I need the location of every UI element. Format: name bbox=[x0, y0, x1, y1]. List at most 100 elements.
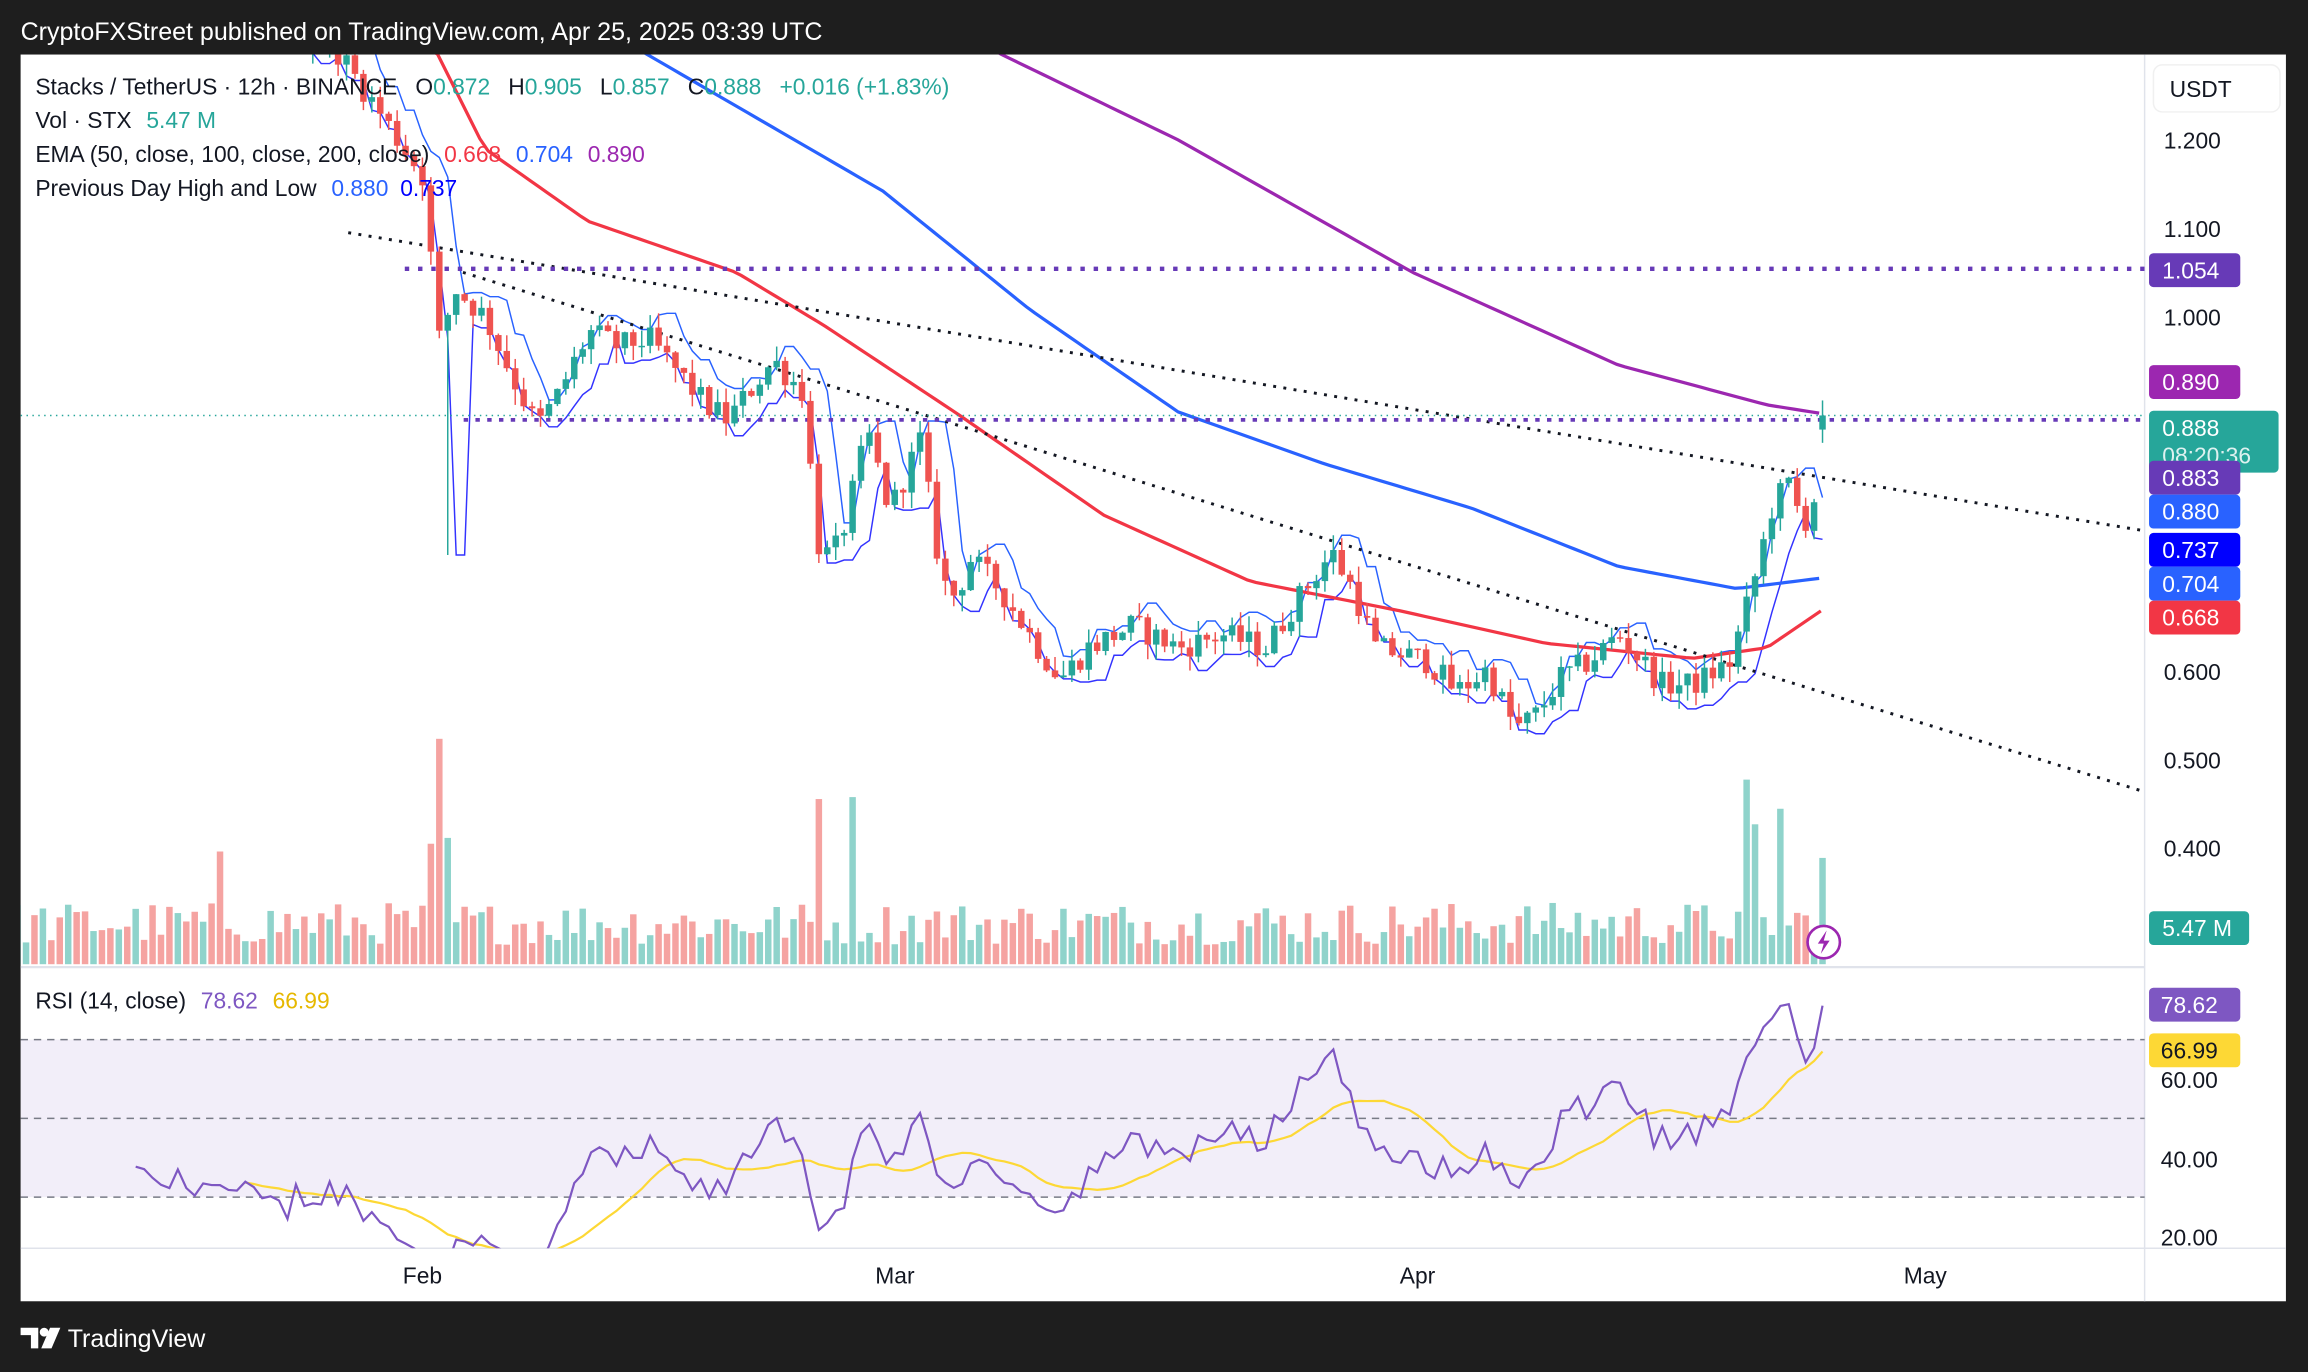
candle[interactable] bbox=[1599, 642, 1607, 661]
candle[interactable] bbox=[1271, 625, 1278, 654]
candle[interactable] bbox=[731, 405, 738, 424]
candle[interactable] bbox=[646, 327, 654, 346]
candle[interactable] bbox=[419, 166, 426, 186]
candle[interactable] bbox=[849, 480, 856, 533]
candle[interactable] bbox=[874, 432, 882, 463]
candle[interactable] bbox=[1802, 505, 1809, 531]
candle[interactable] bbox=[1355, 581, 1362, 616]
candle[interactable] bbox=[1490, 667, 1497, 697]
candle[interactable] bbox=[1043, 658, 1050, 671]
candle[interactable] bbox=[1819, 415, 1826, 430]
candle[interactable] bbox=[1616, 637, 1624, 639]
candle[interactable] bbox=[756, 384, 764, 396]
candle[interactable] bbox=[815, 463, 823, 555]
candle[interactable] bbox=[427, 185, 435, 252]
candle[interactable] bbox=[773, 360, 780, 368]
candle[interactable] bbox=[1178, 641, 1185, 648]
candle[interactable] bbox=[1642, 656, 1649, 661]
candle[interactable] bbox=[933, 481, 941, 559]
candle[interactable] bbox=[714, 402, 721, 416]
candle[interactable] bbox=[1279, 625, 1286, 632]
candle[interactable] bbox=[781, 360, 789, 386]
candle[interactable] bbox=[866, 432, 873, 446]
candle[interactable] bbox=[402, 145, 409, 156]
candle[interactable] bbox=[655, 327, 662, 346]
candle[interactable] bbox=[1287, 621, 1295, 632]
candle[interactable] bbox=[967, 561, 974, 591]
candle[interactable] bbox=[495, 335, 502, 351]
candle[interactable] bbox=[1591, 660, 1599, 672]
candle[interactable] bbox=[1557, 666, 1565, 697]
candle[interactable] bbox=[1093, 642, 1101, 651]
candle[interactable] bbox=[537, 408, 544, 416]
candle[interactable] bbox=[368, 97, 376, 102]
candle[interactable] bbox=[1675, 685, 1683, 694]
candle[interactable] bbox=[1751, 576, 1759, 597]
candle[interactable] bbox=[1768, 518, 1776, 540]
candle[interactable] bbox=[1119, 632, 1126, 640]
candle[interactable] bbox=[503, 350, 511, 369]
candle[interactable] bbox=[1448, 664, 1455, 689]
candle[interactable] bbox=[461, 294, 468, 301]
candle[interactable] bbox=[1692, 673, 1700, 693]
candle[interactable] bbox=[1465, 682, 1472, 689]
candle[interactable] bbox=[1068, 660, 1076, 676]
candle[interactable] bbox=[1684, 673, 1691, 686]
candle[interactable] bbox=[1220, 635, 1227, 642]
legend-row-rsi[interactable]: RSI (14, close) 78.62 66.99 bbox=[35, 987, 329, 1013]
candle[interactable] bbox=[554, 388, 561, 405]
candle[interactable] bbox=[1372, 617, 1379, 642]
candle[interactable] bbox=[621, 332, 629, 349]
candle[interactable] bbox=[1406, 648, 1413, 658]
candle[interactable] bbox=[1102, 631, 1109, 651]
candle[interactable] bbox=[579, 349, 586, 357]
candle[interactable] bbox=[1110, 631, 1118, 640]
candle[interactable] bbox=[571, 356, 578, 380]
candle[interactable] bbox=[1431, 673, 1438, 680]
candle[interactable] bbox=[958, 590, 966, 596]
candle[interactable] bbox=[1060, 675, 1067, 678]
candle[interactable] bbox=[1650, 656, 1658, 689]
candle[interactable] bbox=[984, 556, 991, 564]
candle[interactable] bbox=[1414, 648, 1421, 651]
candle[interactable] bbox=[899, 489, 907, 493]
candle[interactable] bbox=[613, 331, 620, 349]
candle[interactable] bbox=[1549, 696, 1556, 706]
candle[interactable] bbox=[1718, 662, 1725, 679]
candle[interactable] bbox=[1734, 631, 1742, 667]
candle[interactable] bbox=[596, 325, 603, 331]
candle[interactable] bbox=[545, 404, 553, 416]
candle[interactable] bbox=[1777, 483, 1784, 519]
candle[interactable] bbox=[1321, 562, 1329, 582]
candle[interactable] bbox=[739, 390, 747, 406]
candle[interactable] bbox=[377, 97, 384, 114]
candle[interactable] bbox=[1540, 705, 1548, 708]
candle[interactable] bbox=[1709, 667, 1717, 679]
candle[interactable] bbox=[1077, 660, 1084, 670]
candle[interactable] bbox=[824, 547, 831, 555]
candle[interactable] bbox=[1701, 667, 1708, 693]
candle[interactable] bbox=[1667, 671, 1674, 694]
candle[interactable] bbox=[1018, 610, 1025, 628]
candle[interactable] bbox=[975, 556, 983, 562]
candle[interactable] bbox=[469, 300, 477, 316]
candle[interactable] bbox=[1228, 625, 1236, 636]
candle[interactable] bbox=[925, 432, 932, 482]
candle[interactable] bbox=[1507, 691, 1514, 717]
candle[interactable] bbox=[334, 41, 342, 65]
candle[interactable] bbox=[1566, 666, 1573, 668]
trendline[interactable] bbox=[462, 270, 2142, 793]
candle[interactable] bbox=[486, 307, 494, 336]
candle[interactable] bbox=[672, 352, 679, 368]
candle[interactable] bbox=[908, 451, 915, 493]
candle[interactable] bbox=[798, 381, 806, 401]
candle[interactable] bbox=[444, 314, 451, 331]
candle[interactable] bbox=[1144, 617, 1152, 645]
lightning-icon[interactable] bbox=[1806, 924, 1842, 960]
currency-button[interactable] bbox=[2152, 64, 2281, 113]
candle[interactable] bbox=[1793, 477, 1801, 506]
candle[interactable] bbox=[1186, 647, 1194, 657]
candle[interactable] bbox=[1422, 649, 1430, 674]
candle[interactable] bbox=[1389, 638, 1396, 656]
candle[interactable] bbox=[1583, 654, 1590, 672]
